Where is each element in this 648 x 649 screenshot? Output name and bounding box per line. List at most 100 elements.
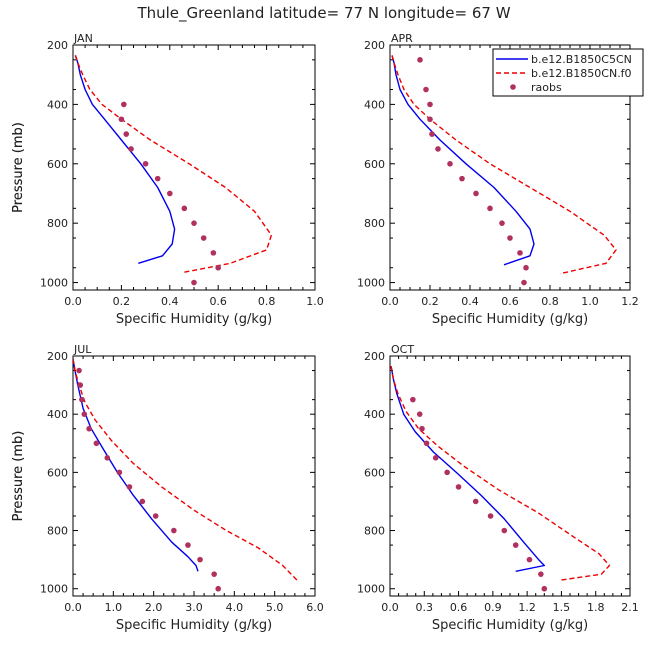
figure-title: Thule_Greenland latitude= 77 N longitude… xyxy=(137,4,511,22)
x-tick-label: 1.0 xyxy=(306,295,324,308)
y-tick-label: 600 xyxy=(364,158,385,171)
x-tick-label: 0.4 xyxy=(161,295,179,308)
x-tick-label: 0.9 xyxy=(484,601,502,614)
y-tick-label: 200 xyxy=(364,350,385,363)
x-tick-label: 0.0 xyxy=(64,295,82,308)
raobs-point xyxy=(517,250,523,256)
raobs-point xyxy=(419,425,425,432)
raobs-point xyxy=(152,513,159,519)
y-tick-label: 800 xyxy=(47,217,68,230)
x-axis-title: Specific Humidity (g/kg) xyxy=(116,312,272,327)
x-tick-label: 0.4 xyxy=(461,295,479,308)
x-tick-label: 0.0 xyxy=(64,601,82,614)
raobs-point xyxy=(427,101,433,108)
raobs-point xyxy=(81,411,88,417)
y-tick-label: 200 xyxy=(47,39,68,52)
panel-oct: OCT 0.0 0.3 0.6 0.9 1.2 1.5 1.8 2.1 200 400 600 800 1… xyxy=(11,343,639,633)
y-tick-label: 200 xyxy=(364,39,385,52)
x-tick-label: 0.6 xyxy=(450,601,468,614)
raobs-point xyxy=(167,190,173,197)
x-axis-title: Specific Humidity (g/kg) xyxy=(432,618,588,633)
raobs-point xyxy=(181,205,188,212)
x-tick-label: 1.5 xyxy=(553,601,571,614)
raobs-point xyxy=(200,235,207,241)
raobs-point xyxy=(93,440,100,447)
raobs-point xyxy=(191,279,197,286)
raobs-point xyxy=(432,455,439,461)
x-tick-label: 2.0 xyxy=(145,601,163,614)
raobs-point xyxy=(142,160,149,167)
x-tick-label: 0.3 xyxy=(416,601,434,614)
series-line-c5cn xyxy=(73,358,199,572)
y-tick-label: 800 xyxy=(364,525,385,538)
x-tick-label: 5.0 xyxy=(266,601,284,614)
raobs-point xyxy=(197,556,203,563)
raobs-point xyxy=(429,131,435,137)
legend-label: raobs xyxy=(531,81,562,94)
raobs-point xyxy=(472,498,479,505)
raobs-point xyxy=(501,527,508,534)
y-tick-label: 800 xyxy=(47,525,68,538)
y-tick-label: 200 xyxy=(47,350,68,363)
data-layer xyxy=(74,55,273,286)
raobs-point xyxy=(121,101,127,108)
raobs-point xyxy=(154,175,161,182)
raobs-point xyxy=(191,220,197,226)
raobs-point xyxy=(215,264,221,271)
y-tick-label: 1000 xyxy=(40,583,68,596)
x-tick-label: 0.0 xyxy=(381,295,399,308)
raobs-point xyxy=(541,585,548,592)
raobs-point xyxy=(123,131,130,137)
y-tick-label: 400 xyxy=(364,408,385,421)
x-tick-label: 0.8 xyxy=(541,295,559,308)
raobs-point xyxy=(459,175,465,182)
raobs-point xyxy=(79,396,85,403)
panel-apr: APR 0.0 0.2 0.4 0.6 0.8 1.0 1.2 200 400 600 800 1000… xyxy=(11,32,639,327)
raobs-point xyxy=(526,556,533,563)
x-tick-label: 0.2 xyxy=(113,295,131,308)
series-line-cn-f0 xyxy=(390,366,611,581)
legend-label: b.e12.B1850C5CN xyxy=(531,53,632,66)
series-line-c5cn xyxy=(390,366,545,572)
x-tick-label: 1.2 xyxy=(518,601,536,614)
y-tick-label: 400 xyxy=(47,408,68,421)
legend-box xyxy=(492,48,644,97)
x-axis-title: Specific Humidity (g/kg) xyxy=(116,618,272,633)
x-tick-label: 1.8 xyxy=(587,601,605,614)
raobs-point xyxy=(86,425,92,432)
series-line-c5cn xyxy=(391,55,535,266)
raobs-point xyxy=(499,220,505,226)
y-tick-label: 1000 xyxy=(357,583,385,596)
x-tick-label: 1.2 xyxy=(621,295,639,308)
y-axis-title: Pressure (mb) xyxy=(11,122,26,213)
raobs-point xyxy=(171,527,177,534)
raobs-point xyxy=(126,484,133,490)
y-axis-title: Pressure (mb) xyxy=(11,122,26,213)
plot-frame xyxy=(72,44,316,291)
raobs-point xyxy=(104,455,111,461)
raobs-point xyxy=(487,205,493,212)
raobs-point xyxy=(523,264,529,271)
x-tick-label: 6.0 xyxy=(306,601,324,614)
raobs-point xyxy=(507,235,513,241)
y-tick-label: 800 xyxy=(364,217,385,230)
raobs-point xyxy=(435,146,441,152)
raobs-point xyxy=(215,585,221,592)
x-tick-label: 0.6 xyxy=(501,295,519,308)
y-tick-label: 400 xyxy=(364,98,385,111)
raobs-point xyxy=(417,57,423,63)
raobs-point xyxy=(185,542,191,548)
y-tick-label: 600 xyxy=(47,466,68,479)
y-tick-label: 400 xyxy=(47,98,68,111)
legend-marker-raobs xyxy=(510,84,516,90)
y-axis-title: Pressure (mb) xyxy=(11,431,26,522)
raobs-point xyxy=(128,146,134,152)
y-tick-label: 600 xyxy=(364,466,385,479)
panel-label: OCT xyxy=(391,343,414,356)
panel-label: JUL xyxy=(73,343,92,356)
panel-label: JAN xyxy=(73,32,93,45)
y-tick-label: 600 xyxy=(47,158,68,171)
raobs-point xyxy=(118,116,125,123)
plot-frame xyxy=(72,355,316,597)
